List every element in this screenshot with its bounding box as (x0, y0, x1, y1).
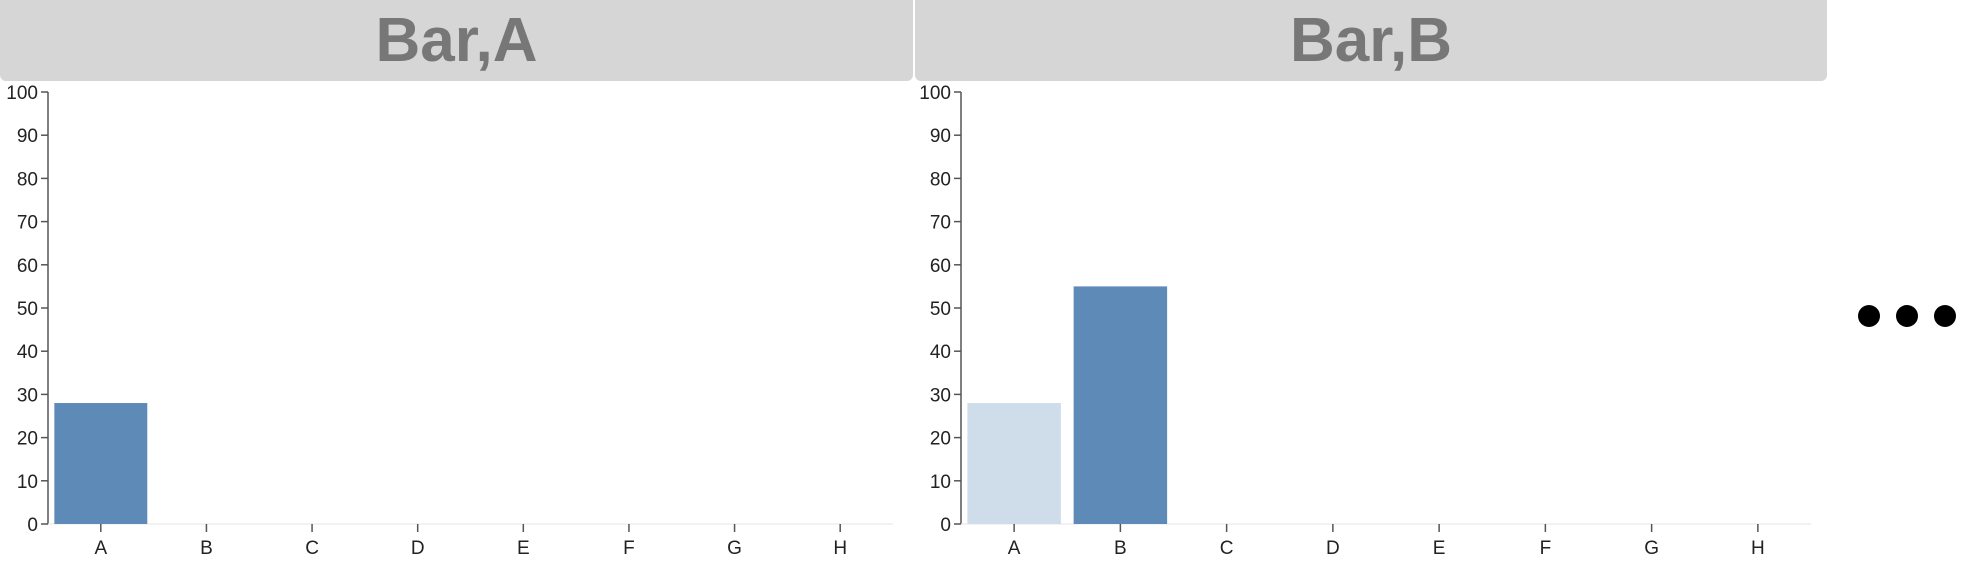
x-tick-label: E (517, 538, 530, 559)
chart-panel-1: 0 10 20 30 40 50 60 70 80 90 100 A B C D E F G H (919, 83, 1811, 559)
y-tick-label: 60 (930, 256, 951, 277)
x-tick-label: C (305, 538, 319, 559)
x-tick-label: G (727, 538, 742, 559)
x-tick-label: B (1114, 538, 1127, 559)
y-tick-label: 20 (17, 429, 38, 450)
y-tick-label: 0 (940, 515, 951, 536)
y-tick-label: 30 (17, 385, 38, 406)
y-tick-label: 50 (930, 299, 951, 320)
y-tick-label: 40 (930, 342, 951, 363)
y-tick-label: 0 (27, 515, 38, 536)
x-tick-label: C (1220, 538, 1234, 559)
x-tick-label: A (94, 538, 107, 559)
y-tick-label: 90 (930, 126, 951, 147)
y-tick-label: 90 (17, 126, 38, 147)
ellipsis-dot-icon (1858, 305, 1880, 327)
ellipsis-dot-icon (1934, 305, 1956, 327)
x-tick-label: D (411, 538, 425, 559)
chart-panel-0: 0 10 20 30 40 50 60 70 80 90 100 A B C D E F G H (6, 83, 893, 559)
y-tick-label: 20 (930, 429, 951, 450)
x-tick-label: E (1433, 538, 1446, 559)
y-tick-label: 10 (930, 472, 951, 493)
y-tick-label: 70 (17, 213, 38, 234)
y-tick-label: 100 (919, 83, 951, 104)
chart-title-bar-a: Bar,A (0, 0, 913, 81)
y-tick-label: 40 (17, 342, 38, 363)
x-tick-label: H (833, 538, 847, 559)
x-tick-label: G (1644, 538, 1659, 559)
y-tick-label: 10 (17, 472, 38, 493)
y-tick-label: 80 (17, 169, 38, 190)
y-tick-label: 30 (930, 385, 951, 406)
x-tick-label: A (1008, 538, 1021, 559)
x-tick-label: F (1540, 538, 1552, 559)
bar-a (967, 403, 1061, 524)
ellipsis-dot-icon (1896, 305, 1918, 327)
y-tick-label: 50 (17, 299, 38, 320)
y-tick-label: 100 (6, 83, 38, 104)
y-tick-label: 80 (930, 169, 951, 190)
y-tick-label: 70 (930, 213, 951, 234)
x-tick-label: F (623, 538, 635, 559)
x-tick-label: H (1751, 538, 1765, 559)
y-tick-label: 60 (17, 256, 38, 277)
bar-a (54, 403, 148, 524)
bar-b (1073, 286, 1168, 524)
x-tick-label: B (200, 538, 213, 559)
chart-title-bar-b: Bar,B (915, 0, 1827, 81)
x-tick-label: D (1326, 538, 1340, 559)
